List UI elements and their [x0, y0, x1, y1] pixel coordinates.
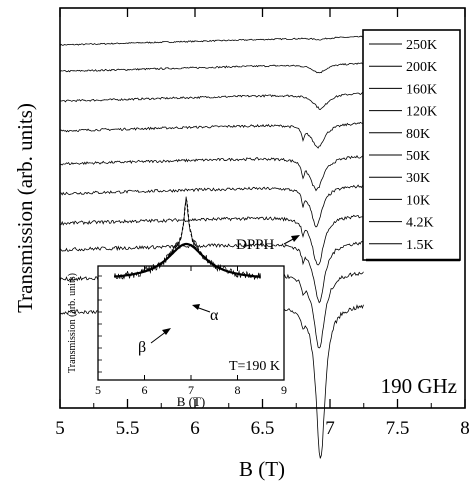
- inset-x-tick-label: 7: [188, 383, 194, 397]
- dpph-arrowhead: [291, 235, 300, 242]
- x-tick-label: 5.5: [116, 418, 140, 439]
- inset-x-tick-label: 8: [235, 383, 241, 397]
- x-tick-label: 5: [55, 418, 65, 439]
- inset-fit-beta: [114, 199, 261, 278]
- trace-50K: [60, 184, 364, 228]
- main-x-axis-label: B (T): [239, 457, 285, 481]
- inset-fit-alpha: [114, 242, 261, 278]
- alpha-arrowhead: [192, 304, 200, 310]
- x-tick-label: 7: [325, 418, 335, 439]
- x-tick-label: 6.5: [251, 418, 275, 439]
- inset-background: [98, 266, 284, 380]
- legend-label: 1.5K: [406, 238, 434, 253]
- trace-250K: [59, 35, 364, 46]
- legend-label: 10K: [406, 193, 430, 208]
- inset-y-axis-label: Transmission (arb. units): [67, 273, 78, 373]
- x-tick-label: 8: [460, 418, 470, 439]
- beta-label: β: [138, 339, 146, 356]
- inset-x-axis-label: B (T): [177, 394, 206, 409]
- trace-200K: [59, 62, 364, 74]
- beta-arrow: [150, 330, 168, 344]
- trace-120K: [59, 121, 364, 149]
- legend: 250K 200K 160K 120K 80K 50K 30K 10K 4.2K 1.5K: [362, 29, 461, 262]
- inset: 5 6 7 8 9 B (T) Transmission (arb. units) T=…: [67, 196, 287, 409]
- inset-x-tick-label: 9: [281, 383, 287, 397]
- legend-label: 4.2K: [406, 216, 434, 231]
- frequency-label: 190 GHz: [381, 374, 457, 398]
- legend-label: 30K: [406, 171, 430, 186]
- inset-x-tick-label: 5: [95, 383, 101, 397]
- x-tick-label: 6: [190, 418, 200, 439]
- main-traces: [59, 35, 364, 459]
- legend-label: 120K: [406, 105, 437, 120]
- legend-label: 50K: [406, 149, 430, 164]
- inset-temperature-label: T=190 K: [229, 359, 280, 374]
- legend-label: 250K: [406, 38, 437, 53]
- trace-30K: [59, 214, 364, 266]
- inset-x-tick-label: 6: [142, 383, 148, 397]
- inset-x-ticks: 5 6 7 8 9: [95, 266, 287, 397]
- legend-label: 160K: [406, 82, 437, 97]
- beta-arrowhead: [162, 328, 171, 335]
- legend-label: 200K: [406, 60, 437, 75]
- trace-10K: [59, 240, 364, 304]
- trace-80K: [59, 155, 364, 192]
- legend-label: 80K: [406, 127, 430, 142]
- legend-items: 250K 200K 160K 120K 80K 50K 30K 10K 4.2K 1.5K: [369, 38, 437, 253]
- x-tick-label: 7.5: [386, 418, 410, 439]
- inset-traces: [113, 196, 262, 280]
- main-y-axis-label: Transmission (arb. units): [13, 103, 37, 313]
- dpph-label: DPPH: [236, 237, 275, 253]
- trace-160K: [59, 92, 364, 111]
- alpha-label: α: [210, 307, 219, 324]
- main-x-ticks: 5 5.5 6 6.5 7 7.5 8: [55, 8, 470, 439]
